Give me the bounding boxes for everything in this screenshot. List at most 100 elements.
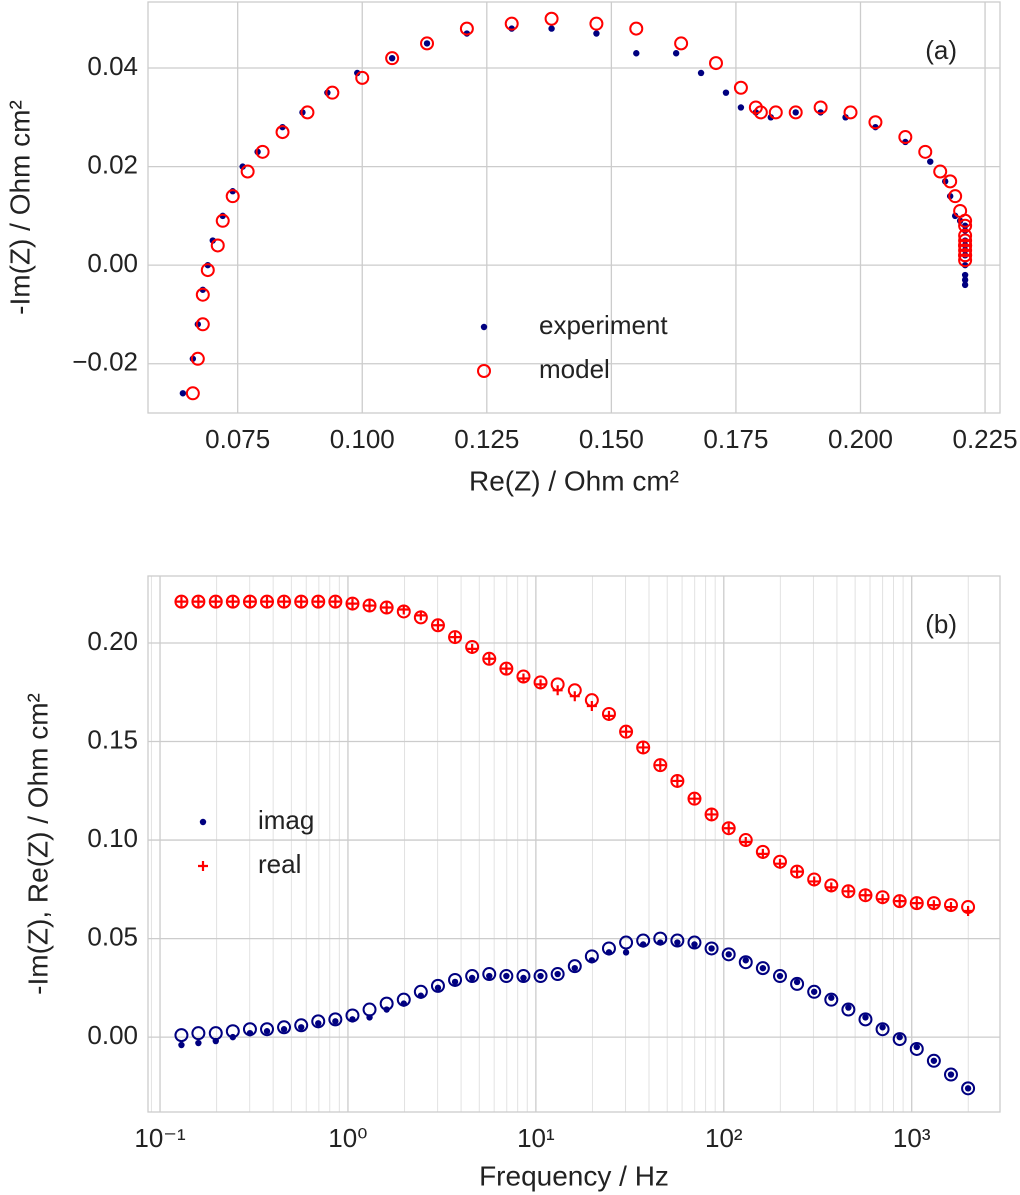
point xyxy=(294,1018,309,1033)
point xyxy=(432,620,443,631)
point xyxy=(670,933,685,948)
point xyxy=(313,596,324,607)
point xyxy=(828,994,835,1001)
point xyxy=(868,115,883,130)
point xyxy=(434,984,442,992)
point xyxy=(619,935,634,950)
point xyxy=(178,1041,185,1049)
point xyxy=(845,1004,852,1011)
point xyxy=(792,866,803,877)
point xyxy=(499,969,514,984)
legend-label: experiment xyxy=(539,310,668,340)
point xyxy=(943,174,958,189)
point xyxy=(227,596,238,607)
y-tick-label: 0.00 xyxy=(87,1020,138,1050)
point xyxy=(704,807,719,822)
y-tick-label: 0.15 xyxy=(87,724,138,754)
point xyxy=(468,974,476,982)
y-tick-label: 0.02 xyxy=(87,149,138,179)
point xyxy=(858,888,873,903)
point xyxy=(958,238,973,253)
point xyxy=(961,276,969,284)
x-tick-label: 0.125 xyxy=(454,424,519,454)
point xyxy=(571,964,578,972)
point xyxy=(961,1081,976,1096)
point xyxy=(413,984,428,999)
point xyxy=(396,604,411,619)
legend-marker xyxy=(477,364,491,378)
point xyxy=(708,945,715,952)
point xyxy=(325,85,340,100)
point xyxy=(330,596,341,607)
point xyxy=(550,967,565,982)
x-tick-label: 10² xyxy=(705,1123,743,1153)
plot-frame xyxy=(147,575,1001,1113)
point xyxy=(362,598,377,613)
point xyxy=(262,596,273,607)
point xyxy=(503,972,510,980)
point xyxy=(520,974,527,982)
point xyxy=(208,594,223,609)
point xyxy=(584,949,599,964)
point xyxy=(842,114,849,121)
point xyxy=(725,951,732,958)
point xyxy=(638,742,649,753)
point xyxy=(423,40,431,47)
x-tick-label: 0.150 xyxy=(579,424,644,454)
point xyxy=(689,793,700,804)
point xyxy=(953,203,968,218)
point xyxy=(633,50,640,57)
point xyxy=(465,639,480,654)
point xyxy=(619,724,634,739)
point xyxy=(738,833,753,848)
point xyxy=(961,281,969,289)
point xyxy=(653,931,668,946)
point xyxy=(896,1033,903,1041)
point xyxy=(824,992,839,1007)
point xyxy=(948,189,963,204)
point xyxy=(943,1067,958,1082)
point xyxy=(482,651,497,666)
point xyxy=(767,114,775,121)
point xyxy=(807,872,822,887)
annotation: (b) xyxy=(925,609,957,639)
point xyxy=(909,1041,924,1056)
point xyxy=(501,663,512,674)
point xyxy=(622,949,630,956)
point xyxy=(755,844,770,859)
point xyxy=(364,600,375,611)
point xyxy=(413,610,428,625)
point xyxy=(958,243,973,258)
point xyxy=(792,109,799,116)
point xyxy=(486,972,493,980)
point xyxy=(951,212,959,220)
y-tick-label: 0.05 xyxy=(87,921,138,951)
point xyxy=(191,1026,206,1041)
point xyxy=(793,978,801,986)
legend-marker xyxy=(480,323,488,331)
point xyxy=(504,16,519,31)
point xyxy=(459,21,474,36)
point xyxy=(296,596,307,607)
point xyxy=(958,248,973,263)
point xyxy=(239,163,246,170)
point xyxy=(240,164,255,179)
point xyxy=(721,947,736,962)
point xyxy=(200,263,215,278)
point xyxy=(396,992,411,1007)
point xyxy=(621,726,632,737)
point xyxy=(790,976,805,991)
point xyxy=(807,984,822,999)
point xyxy=(277,1020,292,1035)
point xyxy=(894,896,905,907)
point xyxy=(347,598,358,609)
point xyxy=(913,1043,920,1051)
point xyxy=(210,238,225,253)
point xyxy=(790,864,805,879)
y-tick-label: 0.10 xyxy=(87,823,138,853)
point xyxy=(927,158,934,165)
point xyxy=(930,1057,938,1064)
point xyxy=(208,1026,223,1041)
point xyxy=(879,1024,886,1031)
point xyxy=(448,972,463,987)
